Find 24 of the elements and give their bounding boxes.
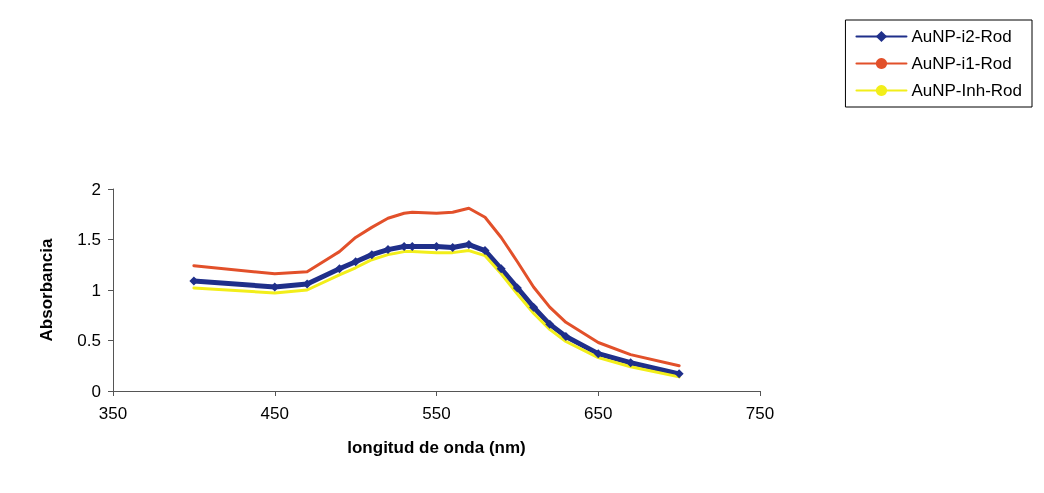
point (674, 369, 684, 379)
x-tick-label: 550 (422, 404, 451, 423)
x-tick-label: 450 (260, 404, 289, 423)
point (512, 283, 522, 293)
y-tick-label: 1.5 (77, 230, 101, 249)
legend-label: AuNP-Inh-Rod (911, 81, 1023, 100)
y-tick-label: 0 (91, 381, 101, 401)
legend-label: AuNP-i2-Rod (911, 27, 1012, 46)
point (334, 264, 344, 274)
y-axis-title: Absorbancia (37, 237, 56, 342)
x-tick-label: 650 (584, 404, 613, 423)
x-axis-title: longitud de onda (nm) (347, 438, 526, 457)
y-tick-label: 0.5 (77, 331, 101, 350)
point (529, 302, 539, 312)
point (351, 257, 361, 267)
line-series (192, 206, 681, 368)
y-tick-label: 1 (91, 280, 101, 300)
point (561, 331, 571, 341)
legend-label: AuNP-i1-Rod (911, 54, 1012, 73)
point (545, 319, 555, 329)
y-tick-label: 2 (91, 179, 101, 199)
x-tick-label: 750 (745, 404, 775, 423)
x-tick-label: 350 (98, 404, 128, 423)
point (496, 264, 506, 274)
